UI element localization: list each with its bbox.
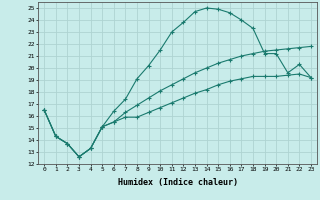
X-axis label: Humidex (Indice chaleur): Humidex (Indice chaleur) xyxy=(118,178,238,187)
